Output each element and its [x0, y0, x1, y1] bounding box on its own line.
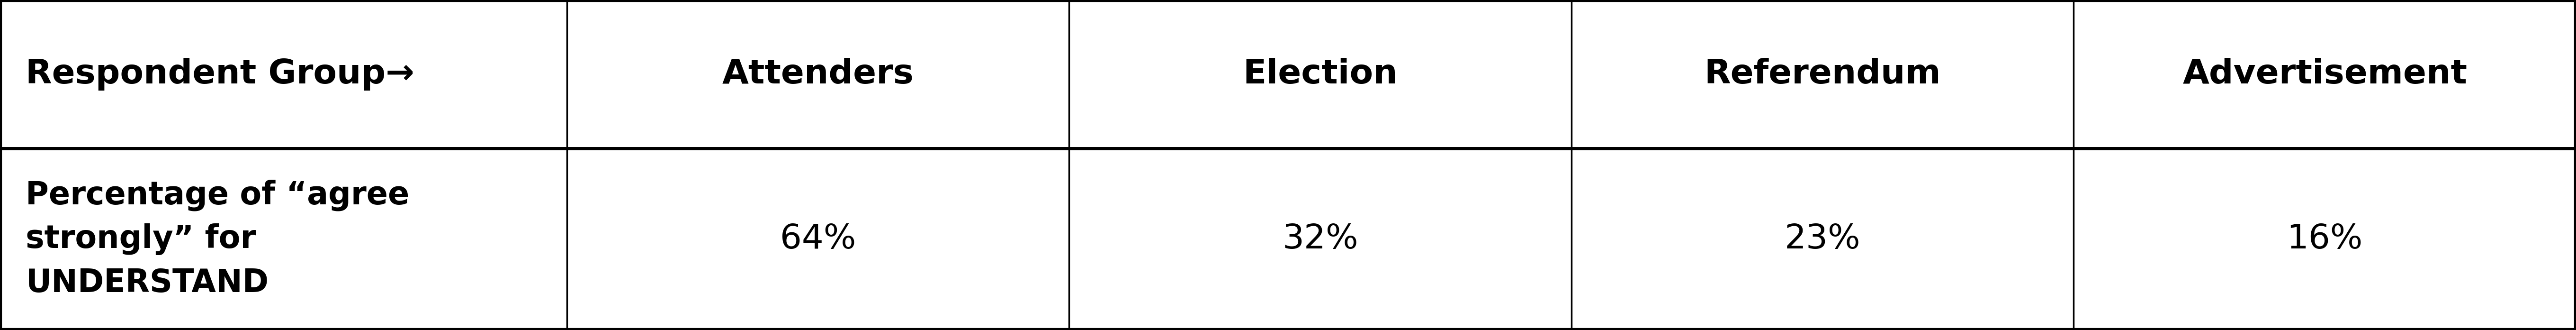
Text: 16%: 16% [2287, 223, 2362, 256]
Text: Election: Election [1242, 58, 1399, 91]
Text: Referendum: Referendum [1705, 58, 1940, 91]
Text: 64%: 64% [781, 223, 855, 256]
Text: Percentage of “agree
strongly” for
UNDERSTAND: Percentage of “agree strongly” for UNDER… [26, 180, 410, 299]
Text: 23%: 23% [1785, 223, 1860, 256]
Text: Respondent Group→: Respondent Group→ [26, 58, 415, 91]
Text: Advertisement: Advertisement [2182, 58, 2468, 91]
Text: Attenders: Attenders [721, 58, 914, 91]
Text: 32%: 32% [1283, 223, 1358, 256]
